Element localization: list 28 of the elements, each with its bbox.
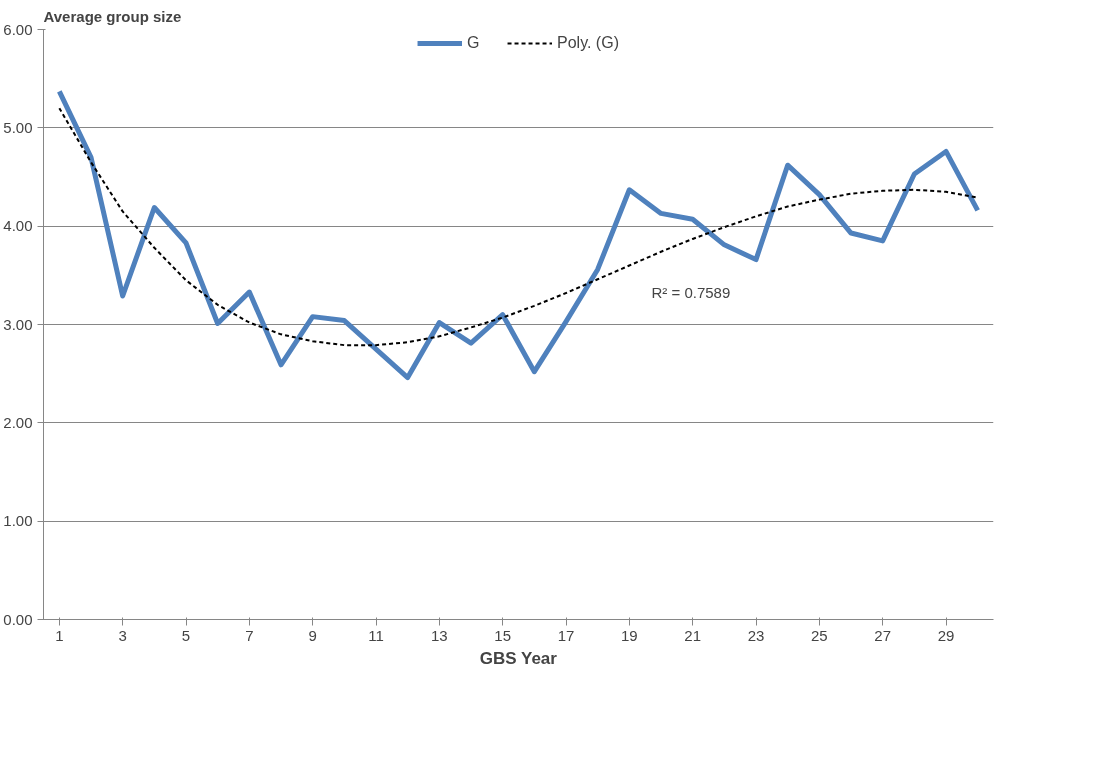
- x-tick-label: 3: [118, 626, 127, 644]
- x-tick-label: 29: [937, 626, 955, 644]
- x-tick-label: 25: [810, 626, 828, 644]
- x-tick-label: 1: [55, 626, 64, 644]
- y-tick-label: 4.00: [3, 217, 33, 235]
- y-tick-label: 6.00: [3, 20, 33, 38]
- y-tick-label: 1.00: [3, 512, 33, 530]
- x-tick-label: 7: [245, 626, 254, 644]
- annotation: R² = 0.7589: [651, 283, 731, 301]
- x-tick-label: 19: [620, 626, 638, 644]
- legend-label: G: [467, 34, 481, 52]
- y-tick-label: 2.00: [3, 413, 33, 431]
- x-tick-label: 23: [747, 626, 765, 644]
- x-axis-title: GBS Year: [479, 648, 558, 668]
- y-tick-label: 3.00: [3, 315, 33, 333]
- x-tick-label: 13: [430, 626, 448, 644]
- y-axis-title: Average group size: [43, 7, 182, 25]
- x-tick-label: 21: [684, 626, 702, 644]
- x-tick-label: 11: [368, 626, 384, 644]
- x-tick-label: 9: [308, 626, 317, 644]
- legend-label: Poly. (G): [557, 34, 619, 52]
- x-tick-label: 27: [874, 626, 892, 644]
- x-tick-label: 15: [494, 626, 512, 644]
- line-series: [58, 107, 979, 347]
- x-tick-label: 17: [557, 626, 575, 644]
- y-tick-label: 0.00: [3, 610, 33, 628]
- x-tick-label: 5: [181, 626, 191, 644]
- y-tick-label: 5.00: [3, 118, 33, 136]
